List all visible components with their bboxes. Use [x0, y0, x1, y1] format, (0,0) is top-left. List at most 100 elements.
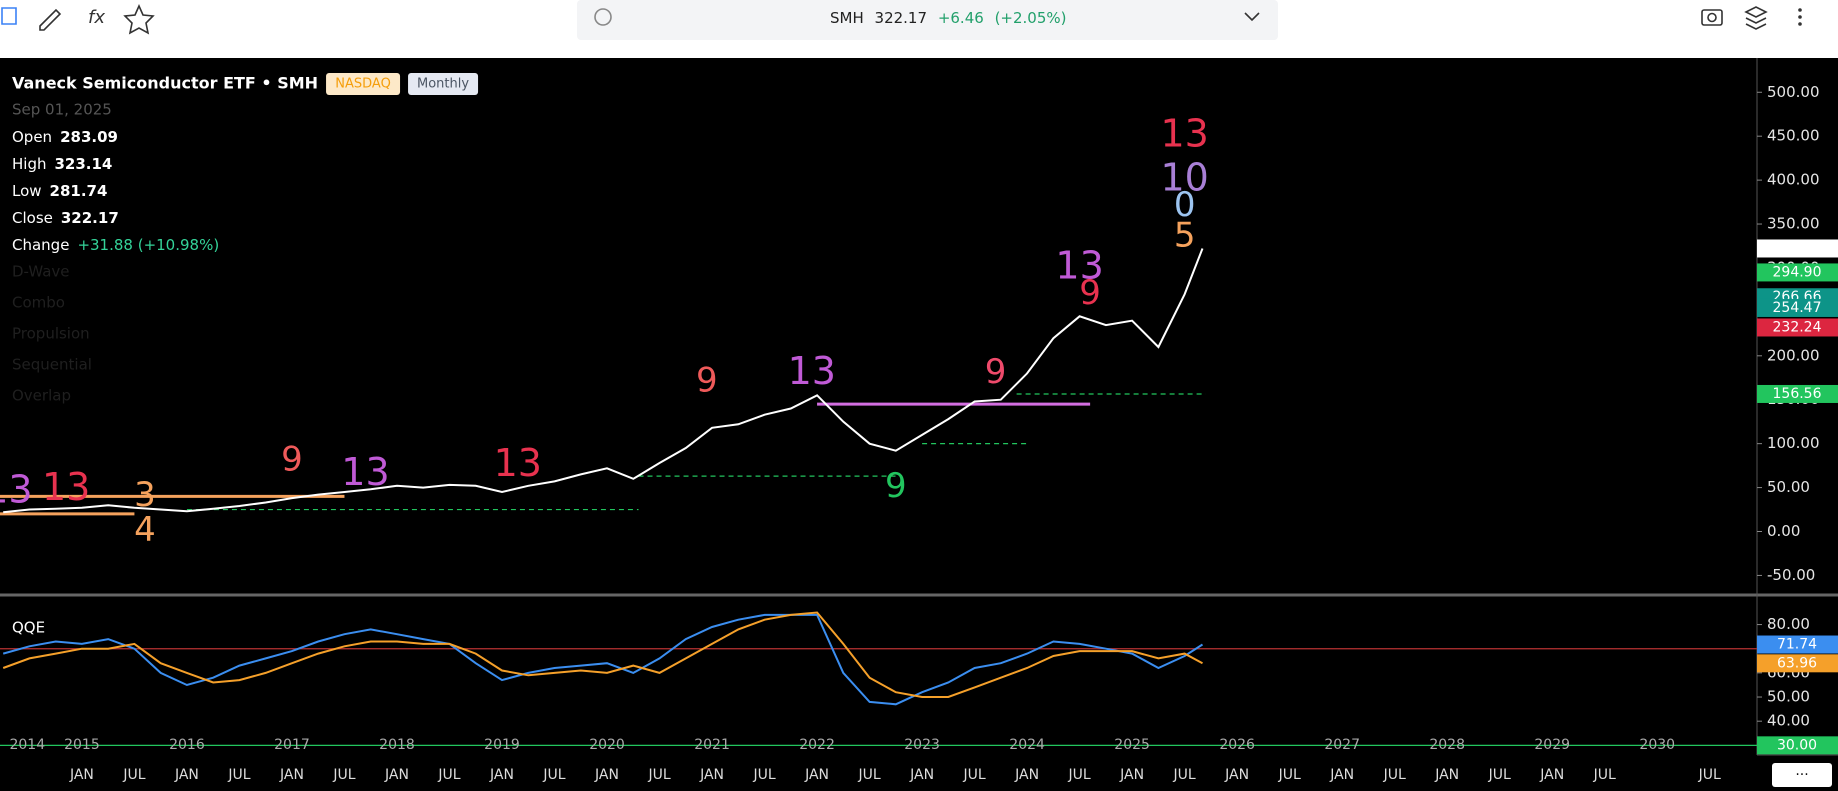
month-tick-label: JUL [437, 767, 460, 783]
sequence-count: 0 [1174, 185, 1196, 225]
x-tick-label: 2026 [1219, 737, 1255, 753]
month-tick-label: JUL [1173, 767, 1196, 783]
more-button[interactable] [1772, 763, 1832, 787]
layers-icon[interactable] [1744, 6, 1768, 30]
month-tick-label: JAN [699, 767, 724, 783]
ohlc-label: Low [12, 182, 42, 200]
sequence-count: 13 [788, 349, 836, 393]
search-box[interactable] [577, 0, 1278, 40]
sequence-count: 10 [1160, 156, 1208, 200]
last-value-badge [1757, 635, 1838, 654]
sequence-count: 9 [985, 352, 1007, 392]
time-axis [0, 755, 1838, 791]
y-tick-label: 200.00 [1767, 346, 1820, 364]
price-badge [1757, 298, 1838, 317]
month-tick-label: JAN [279, 767, 304, 783]
month-tick-label: JUL [1383, 767, 1406, 783]
month-tick-label: JUL [752, 767, 775, 783]
dropdown-icon[interactable] [1244, 12, 1260, 22]
sequence-count: 13 [494, 441, 542, 485]
sequence-count: 9 [696, 361, 718, 401]
price-badge-label: 232.24 [1773, 319, 1822, 335]
month-tick-label: JUL [857, 767, 880, 783]
book-icon[interactable] [1, 7, 17, 25]
y-tick-label: 50.00 [1767, 688, 1810, 706]
month-tick-label: JAN [174, 767, 199, 783]
level-badge [1757, 736, 1838, 755]
quote: SMH 322.17 +6.46 (+2.05%) [830, 9, 1067, 27]
month-tick-label: JAN [489, 767, 514, 783]
x-tick-label: 2017 [274, 737, 310, 753]
x-tick-label: 2023 [904, 737, 940, 753]
sequence-count: 5 [1174, 216, 1196, 256]
month-tick-label: JAN [1014, 767, 1039, 783]
month-tick-label: JUL [1593, 767, 1616, 783]
ohlc-label: Close [12, 209, 53, 227]
month-tick-label: JUL [542, 767, 565, 783]
study-name[interactable]: Propulsion [12, 325, 90, 343]
ohlc-label: High [12, 155, 46, 173]
sequence-count: 3 [134, 475, 156, 515]
legend-title: Vaneck Semiconductor ETF • SMH [12, 74, 318, 93]
legend-date: Sep 01, 2025 [12, 101, 112, 119]
x-tick-label: 2018 [379, 737, 415, 753]
x-tick-label: 2025 [1114, 737, 1150, 753]
change-row: Change +31.88 (+10.98%) [12, 236, 219, 254]
month-tick-label: JAN [1539, 767, 1564, 783]
ohlc-row: Low 281.74 [12, 182, 107, 200]
month-tick-label: JUL [647, 767, 670, 783]
y-tick-label: 0.00 [1767, 522, 1800, 540]
month-tick-label: JAN [594, 767, 619, 783]
y-tick-label: 350.00 [1767, 215, 1820, 233]
month-tick-label: JAN [1329, 767, 1354, 783]
price-badge-label: 254.47 [1773, 300, 1822, 316]
sequence-count: 9 [281, 440, 303, 480]
ohlc-row: High 323.14 [12, 155, 112, 173]
y-tick-label: 450.00 [1767, 127, 1820, 145]
x-tick-label: 2021 [694, 737, 730, 753]
exchange-badge [326, 73, 401, 95]
fx-icon[interactable]: fx [88, 7, 105, 28]
camera-icon[interactable] [1701, 9, 1723, 26]
interval-label: Monthly [417, 77, 469, 92]
study-name[interactable]: Combo [12, 294, 65, 312]
x-tick-label: 2024 [1009, 737, 1045, 753]
ohlc-value: 323.14 [54, 155, 112, 173]
month-tick-label: JUL [963, 767, 986, 783]
menu-icon[interactable] [1798, 8, 1802, 26]
month-tick-label: JAN [69, 767, 94, 783]
last-value-label: 63.96 [1777, 655, 1817, 671]
interval-badge [408, 73, 479, 95]
change-label: Change [12, 236, 69, 254]
star-icon[interactable] [123, 4, 155, 35]
ohlc-value: 283.09 [60, 128, 118, 146]
study-name[interactable]: Sequential [12, 356, 92, 374]
sequence-count: 9 [885, 466, 907, 506]
y-tick-label: 50.00 [1767, 478, 1810, 496]
y-tick-label: 40.00 [1767, 712, 1810, 730]
last-value-badge [1757, 239, 1838, 258]
x-tick-label: 2014 [9, 737, 45, 753]
x-tick-label: 2029 [1534, 737, 1570, 753]
study-name[interactable]: Overlap [12, 387, 71, 405]
level-badge-label: 30.00 [1777, 737, 1817, 753]
more-label[interactable]: ··· [1795, 767, 1808, 783]
draw-icon[interactable] [39, 8, 62, 31]
x-tick-label: 2022 [799, 737, 835, 753]
price-badge-label: 156.56 [1773, 386, 1822, 402]
series-line [3, 248, 1204, 514]
sequence-count: 13 [1160, 112, 1208, 156]
x-tick-label: 2030 [1639, 737, 1675, 753]
sequence-count: 13 [341, 450, 389, 494]
x-tick-label: 2020 [589, 737, 625, 753]
ohlc-row: Open 283.09 [12, 128, 118, 146]
series-line [2, 611, 1203, 698]
sequence-count: 13 [1055, 243, 1103, 287]
x-tick-label: 2016 [169, 737, 205, 753]
price-badge-label: 294.90 [1773, 264, 1822, 280]
price-badge [1757, 318, 1838, 337]
study-name[interactable]: D-Wave [12, 263, 70, 281]
x-tick-label: 2028 [1429, 737, 1465, 753]
month-tick-label: JUL [1068, 767, 1091, 783]
